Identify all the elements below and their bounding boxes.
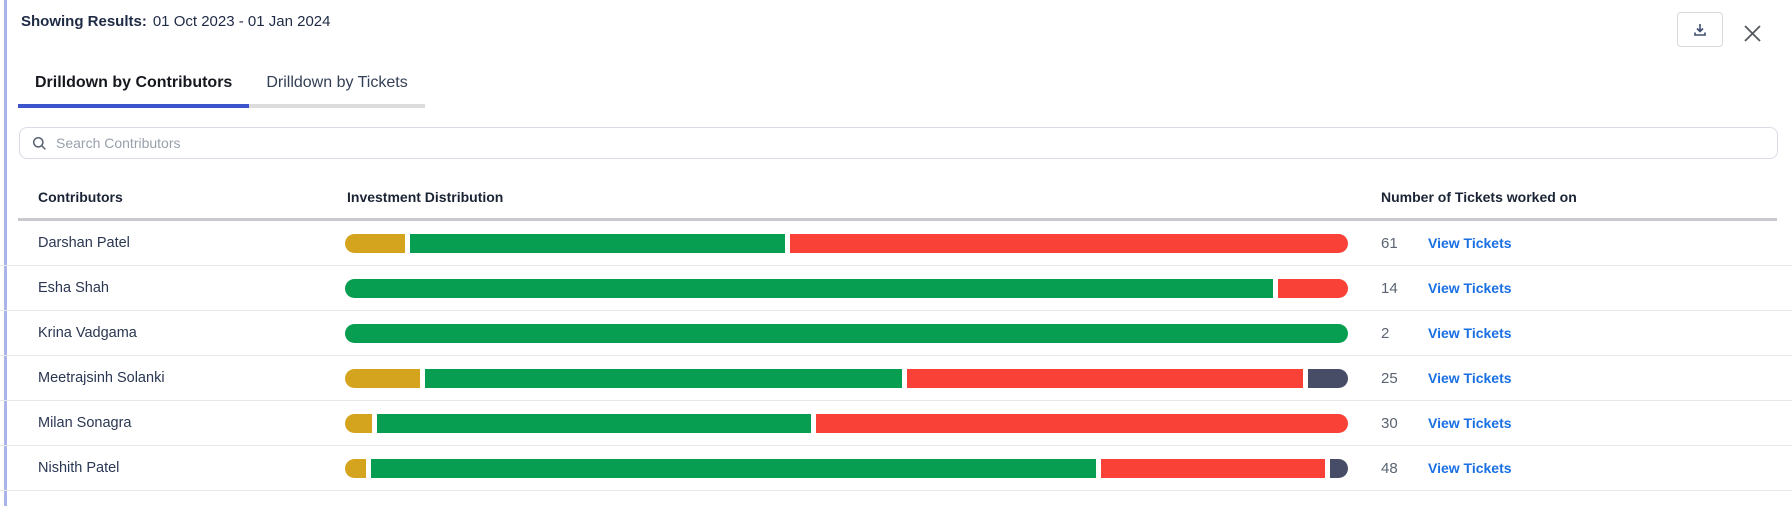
header-divider	[18, 218, 1777, 221]
ticket-count: 30	[1381, 414, 1398, 432]
bar-segment-green	[410, 234, 785, 253]
ticket-count: 61	[1381, 234, 1398, 252]
table-row: Nishith Patel 48 View Tickets	[0, 446, 1792, 491]
bar-segment-red	[1278, 279, 1348, 298]
date-range: 01 Oct 2023 - 01 Jan 2024	[152, 13, 331, 30]
view-tickets-link[interactable]: View Tickets	[1428, 460, 1512, 476]
showing-results: Showing Results: 01 Oct 2023 - 01 Jan 202…	[21, 13, 330, 30]
bar-segment-green	[425, 369, 902, 388]
search-icon	[32, 136, 47, 151]
bar-segment-green	[371, 459, 1096, 478]
tab-label: Drilldown by Tickets	[266, 74, 408, 91]
ticket-count: 14	[1381, 279, 1398, 297]
view-tickets-link[interactable]: View Tickets	[1428, 415, 1512, 431]
contributor-name: Milan Sonagra	[38, 415, 132, 431]
view-tickets-link[interactable]: View Tickets	[1428, 235, 1512, 251]
close-icon	[1742, 23, 1763, 44]
bar-segment-yellow	[345, 459, 366, 478]
download-icon	[1692, 22, 1708, 38]
bar-segment-red	[790, 234, 1348, 253]
contributor-name: Meetrajsinh Solanki	[38, 370, 165, 386]
bar-segment-dark	[1330, 459, 1348, 478]
column-header-investment-distribution: Investment Distribution	[347, 189, 504, 205]
table-row: Darshan Patel 61 View Tickets	[0, 221, 1792, 266]
bar-segment-yellow	[345, 414, 372, 433]
view-tickets-link[interactable]: View Tickets	[1428, 280, 1512, 296]
contributor-name: Esha Shah	[38, 280, 109, 296]
bar-segment-yellow	[345, 234, 405, 253]
ticket-count: 25	[1381, 369, 1398, 387]
investment-distribution-bar	[345, 414, 1348, 433]
investment-distribution-bar	[345, 324, 1348, 343]
contributor-name: Darshan Patel	[38, 235, 130, 251]
contributor-name: Krina Vadgama	[38, 325, 137, 341]
investment-distribution-bar	[345, 369, 1348, 388]
bar-segment-green	[345, 279, 1273, 298]
ticket-count: 48	[1381, 459, 1398, 477]
table-row: Milan Sonagra 30 View Tickets	[0, 401, 1792, 446]
contributor-name: Nishith Patel	[38, 460, 120, 476]
column-header-contributors: Contributors	[38, 189, 123, 205]
download-button[interactable]	[1677, 12, 1723, 47]
bar-segment-red	[907, 369, 1303, 388]
search-box[interactable]	[19, 127, 1778, 159]
table-row: Krina Vadgama 2 View Tickets	[0, 311, 1792, 356]
bar-segment-red	[816, 414, 1348, 433]
view-tickets-link[interactable]: View Tickets	[1428, 325, 1512, 341]
bar-segment-dark	[1308, 369, 1348, 388]
table-row: Meetrajsinh Solanki 25 View Tickets	[0, 356, 1792, 401]
view-tickets-link[interactable]: View Tickets	[1428, 370, 1512, 386]
investment-distribution-bar	[345, 279, 1348, 298]
investment-distribution-bar	[345, 459, 1348, 478]
left-accent-line	[4, 0, 7, 506]
close-button[interactable]	[1740, 21, 1764, 45]
showing-results-label: Showing Results:	[21, 13, 147, 30]
bar-segment-red	[1101, 459, 1325, 478]
bar-segment-yellow	[345, 369, 420, 388]
tab-drilldown-by-contributors[interactable]: Drilldown by Contributors	[18, 62, 250, 108]
investment-distribution-bar	[345, 234, 1348, 253]
tab-bar: Drilldown by Contributors Drilldown by T…	[18, 62, 425, 108]
table-body: Darshan Patel 61 View Tickets Esha Shah 14 Vi…	[0, 221, 1792, 491]
column-header-tickets: Number of Tickets worked on	[1381, 189, 1577, 205]
ticket-count: 2	[1381, 324, 1390, 342]
tab-label: Drilldown by Contributors	[35, 74, 233, 91]
search-input[interactable]	[56, 135, 1765, 151]
bar-segment-green	[377, 414, 811, 433]
tab-drilldown-by-tickets[interactable]: Drilldown by Tickets	[249, 62, 425, 108]
table-row: Esha Shah 14 View Tickets	[0, 266, 1792, 311]
bar-segment-green	[345, 324, 1348, 343]
